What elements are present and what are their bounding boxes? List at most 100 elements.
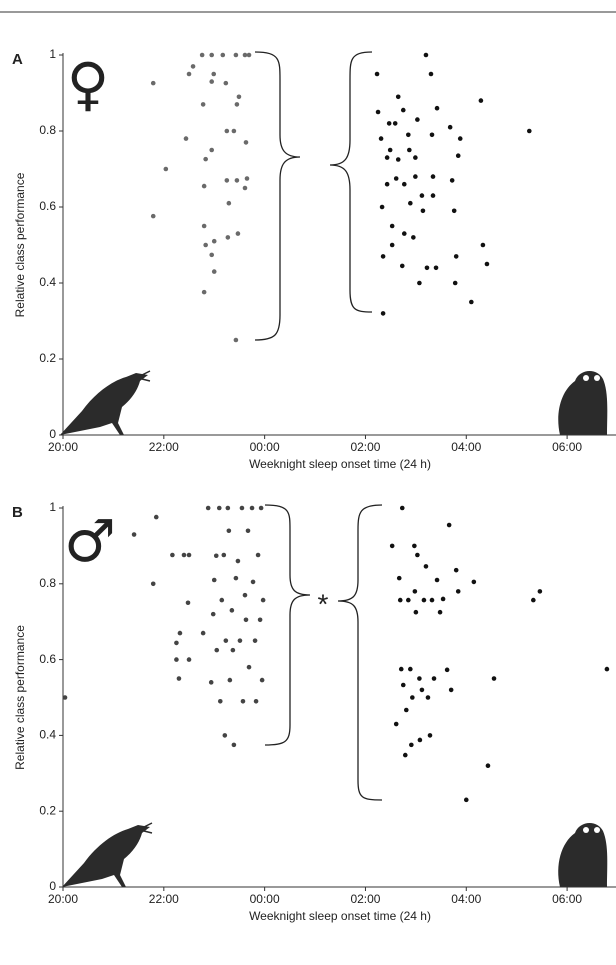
owl-icon: [558, 822, 608, 887]
data-point: [221, 552, 227, 558]
data-point: [223, 638, 229, 643]
data-point: [419, 193, 425, 198]
data-point: [384, 155, 390, 160]
x-tick-label: 20:00: [48, 440, 78, 454]
data-point: [537, 589, 543, 594]
data-point: [246, 52, 252, 58]
data-point: [409, 742, 414, 748]
data-point: [526, 128, 532, 134]
data-point: [150, 80, 156, 86]
data-point: [399, 505, 405, 511]
data-point: [253, 698, 259, 704]
owl-icon: [558, 370, 608, 435]
data-point: [425, 695, 431, 700]
data-point: [604, 666, 610, 672]
data-point: [380, 254, 386, 259]
data-point: [402, 752, 408, 758]
data-point: [401, 181, 407, 187]
data-point: [190, 64, 196, 69]
brace: [337, 504, 383, 801]
y-axis-label: Relative class performance: [13, 172, 27, 317]
data-point: [227, 677, 233, 683]
data-point: [225, 505, 231, 511]
data-point: [412, 543, 417, 549]
data-point: [387, 147, 393, 153]
data-point: [153, 514, 159, 520]
y-tick-label: 0.6: [39, 199, 56, 213]
data-point: [386, 121, 392, 126]
data-point: [453, 254, 459, 259]
data-point: [429, 132, 435, 138]
data-point: [186, 552, 192, 558]
y-tick-label: 0.2: [39, 803, 56, 817]
data-point: [471, 579, 477, 585]
data-point: [434, 577, 440, 583]
data-point: [448, 687, 454, 693]
data-point: [181, 552, 187, 558]
data-point: [419, 687, 425, 693]
data-point: [231, 128, 237, 134]
data-point: [211, 238, 217, 244]
data-point: [374, 71, 380, 77]
data-point: [201, 289, 207, 295]
data-point: [259, 677, 265, 683]
data-point: [423, 564, 429, 569]
data-point: [163, 166, 169, 172]
data-point: [408, 200, 413, 206]
data-point: [209, 79, 215, 84]
data-point: [417, 280, 422, 286]
data-point: [242, 185, 248, 191]
y-tick-label: 0.8: [39, 123, 56, 137]
y-tick-label: 0.8: [39, 576, 56, 590]
data-point: [176, 676, 182, 681]
data-point: [411, 235, 416, 240]
data-point: [222, 733, 228, 738]
data-point: [407, 147, 412, 153]
data-point: [415, 552, 420, 558]
data-point: [420, 208, 426, 214]
data-point: [531, 597, 536, 603]
data-point: [244, 176, 250, 181]
panel-label: B: [12, 504, 23, 521]
data-point: [203, 156, 208, 162]
data-point: [484, 261, 490, 267]
x-tick-label: 22:00: [149, 892, 179, 906]
data-point: [412, 589, 418, 594]
data-point: [403, 707, 409, 713]
data-point: [257, 617, 263, 623]
data-point: [449, 178, 455, 183]
data-point: [243, 140, 249, 145]
data-point: [205, 505, 211, 511]
data-point: [431, 676, 437, 681]
data-point: [396, 575, 402, 581]
data-point: [469, 299, 474, 305]
data-point: [210, 611, 216, 617]
data-point: [234, 102, 240, 107]
x-tick-label: 02:00: [350, 892, 380, 906]
data-point: [430, 174, 436, 179]
panel-label: A: [12, 51, 23, 68]
x-axis-label: Weeknight sleep onset time (24 h): [249, 909, 431, 923]
x-tick-label: 04:00: [451, 440, 481, 454]
data-point: [230, 647, 236, 653]
y-tick-label: 0.6: [39, 652, 56, 666]
x-tick-label: 22:00: [149, 440, 179, 454]
data-point: [240, 698, 246, 704]
x-tick-label: 04:00: [451, 892, 481, 906]
data-point: [224, 128, 230, 134]
data-point: [421, 597, 427, 603]
data-point: [225, 235, 231, 240]
data-point: [406, 597, 411, 603]
data-point: [399, 263, 405, 269]
data-point: [62, 695, 68, 700]
data-point: [185, 600, 191, 606]
data-point: [408, 666, 413, 672]
x-tick-label: 20:00: [48, 892, 78, 906]
data-point: [255, 552, 261, 558]
data-point: [199, 52, 205, 58]
data-point: [430, 193, 436, 198]
data-point: [395, 94, 401, 100]
y-tick-label: 0.4: [39, 275, 56, 289]
data-point: [243, 617, 249, 623]
lark-icon: [62, 822, 153, 887]
